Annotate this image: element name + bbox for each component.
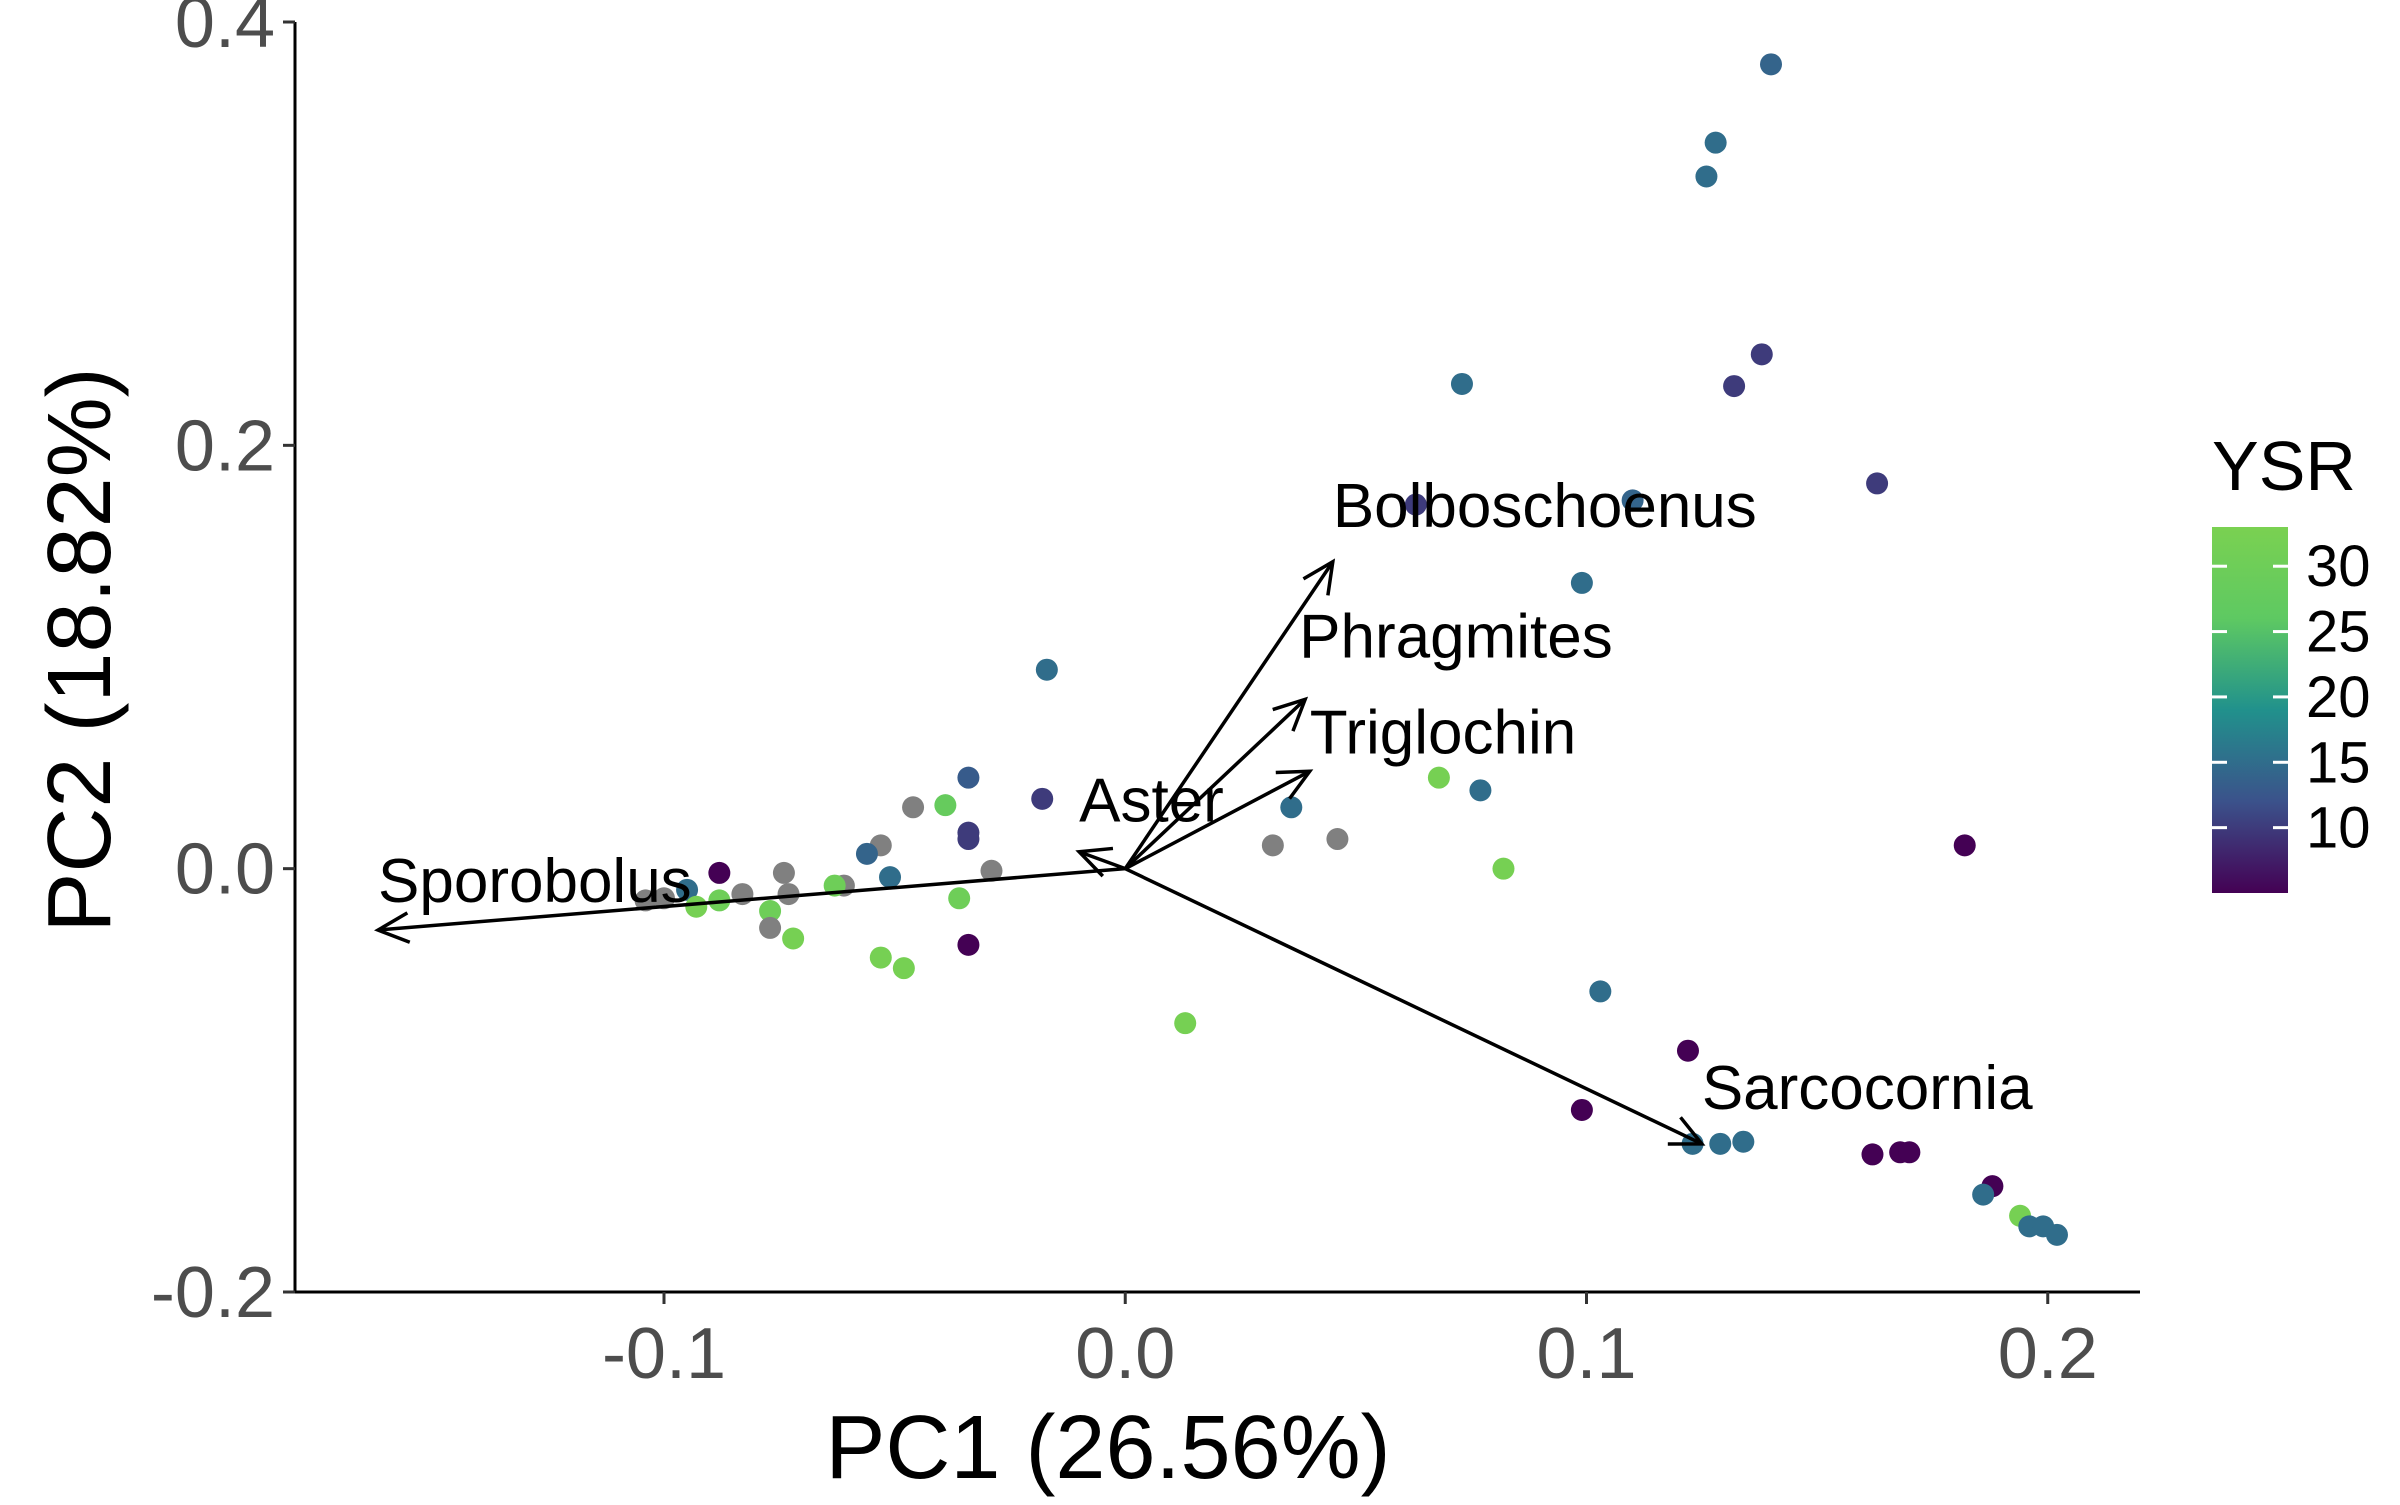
x-tick-label: 0.2 bbox=[1998, 1314, 2098, 1394]
data-point bbox=[1861, 1143, 1884, 1166]
data-point bbox=[1570, 571, 1593, 594]
data-point bbox=[1760, 53, 1782, 76]
loading-arrow bbox=[1123, 558, 1336, 870]
data-point bbox=[1174, 1012, 1197, 1035]
y-tick-label: 0.4 bbox=[175, 0, 275, 63]
data-point bbox=[1280, 796, 1303, 819]
data-point bbox=[869, 946, 892, 969]
data-point bbox=[782, 927, 805, 950]
data-point bbox=[1492, 857, 1515, 880]
data-point bbox=[1469, 779, 1492, 802]
data-point bbox=[1704, 131, 1727, 154]
data-point bbox=[957, 933, 980, 956]
x-axis-title: PC1 (26.56%) bbox=[825, 1398, 1390, 1498]
data-point bbox=[1450, 372, 1473, 395]
data-point bbox=[676, 878, 699, 901]
arrow-label: Aster bbox=[1079, 767, 1224, 836]
loading-arrow bbox=[374, 866, 1126, 944]
data-point bbox=[934, 794, 957, 817]
axes: -0.1 0.0 0.1 0.2 -0.2 0.0 0.2 0.4 bbox=[151, 0, 2140, 1394]
data-point bbox=[1031, 787, 1054, 810]
data-point bbox=[1898, 1141, 1921, 1164]
legend-tick-label: 20 bbox=[2306, 665, 2371, 730]
data-point bbox=[1326, 828, 1349, 851]
data-point bbox=[948, 887, 971, 910]
loading-arrows bbox=[374, 558, 1706, 1146]
legend-title: YSR bbox=[2212, 427, 2356, 505]
data-point bbox=[759, 916, 782, 939]
data-point bbox=[777, 883, 800, 906]
data-point bbox=[902, 796, 925, 819]
data-point bbox=[1953, 834, 1976, 857]
data-point bbox=[1621, 489, 1644, 512]
data-point bbox=[1676, 1039, 1699, 1062]
data-point bbox=[1972, 1183, 1995, 1206]
arrow-label: Sporobolus bbox=[378, 847, 692, 916]
legend-tick-label: 15 bbox=[2306, 730, 2371, 795]
arrow-label: Phragmites bbox=[1299, 602, 1613, 671]
data-point bbox=[957, 828, 980, 851]
loading-arrow bbox=[1124, 769, 1314, 871]
loading-arrow bbox=[1124, 696, 1309, 870]
data-point bbox=[1404, 493, 1427, 516]
data-point bbox=[957, 766, 980, 789]
x-tick-label: -0.1 bbox=[602, 1314, 726, 1394]
data-point bbox=[1035, 658, 1058, 681]
data-point bbox=[1427, 766, 1450, 789]
data-point bbox=[759, 900, 782, 922]
data-points bbox=[634, 53, 2068, 1246]
data-point bbox=[772, 861, 795, 884]
x-tick-label: 0.0 bbox=[1075, 1314, 1175, 1394]
legend-colorbar bbox=[2212, 527, 2288, 893]
arrow-label: Sarcocornia bbox=[1702, 1054, 2033, 1123]
data-point bbox=[1570, 1098, 1593, 1121]
y-axis-title: PC2 (18.82%) bbox=[30, 367, 130, 932]
legend-tick-label: 25 bbox=[2306, 600, 2371, 665]
arrow-label: Triglochin bbox=[1310, 698, 1576, 767]
data-point bbox=[855, 842, 878, 865]
data-point bbox=[879, 866, 902, 889]
data-point bbox=[1750, 343, 1773, 366]
x-tick-label: 0.1 bbox=[1536, 1314, 1636, 1394]
legend-tick-label: 10 bbox=[2306, 796, 2371, 861]
data-point bbox=[1589, 980, 1612, 1003]
y-tick-label: 0.0 bbox=[175, 830, 275, 910]
data-point bbox=[708, 861, 731, 884]
data-point bbox=[653, 887, 675, 910]
data-point bbox=[1866, 472, 1889, 495]
legend-tick-label: 30 bbox=[2306, 534, 2371, 599]
data-point bbox=[1732, 1130, 1755, 1153]
y-tick-label: 0.2 bbox=[175, 406, 275, 486]
data-point bbox=[2045, 1223, 2068, 1246]
y-tick-label: -0.2 bbox=[151, 1253, 275, 1333]
data-point bbox=[1695, 165, 1718, 188]
loading-arrow bbox=[1124, 867, 1706, 1146]
loading-arrow bbox=[1075, 846, 1126, 878]
data-point bbox=[685, 895, 708, 918]
data-point bbox=[892, 957, 915, 980]
data-point bbox=[980, 859, 1003, 882]
data-point bbox=[1261, 834, 1284, 857]
arrow-label: Bolboschoenus bbox=[1333, 472, 1757, 541]
data-point bbox=[1723, 375, 1746, 398]
data-point bbox=[1709, 1132, 1732, 1155]
arrow-labels: Bolboschoenus Phragmites Triglochin Aster Sp… bbox=[378, 472, 2033, 1123]
